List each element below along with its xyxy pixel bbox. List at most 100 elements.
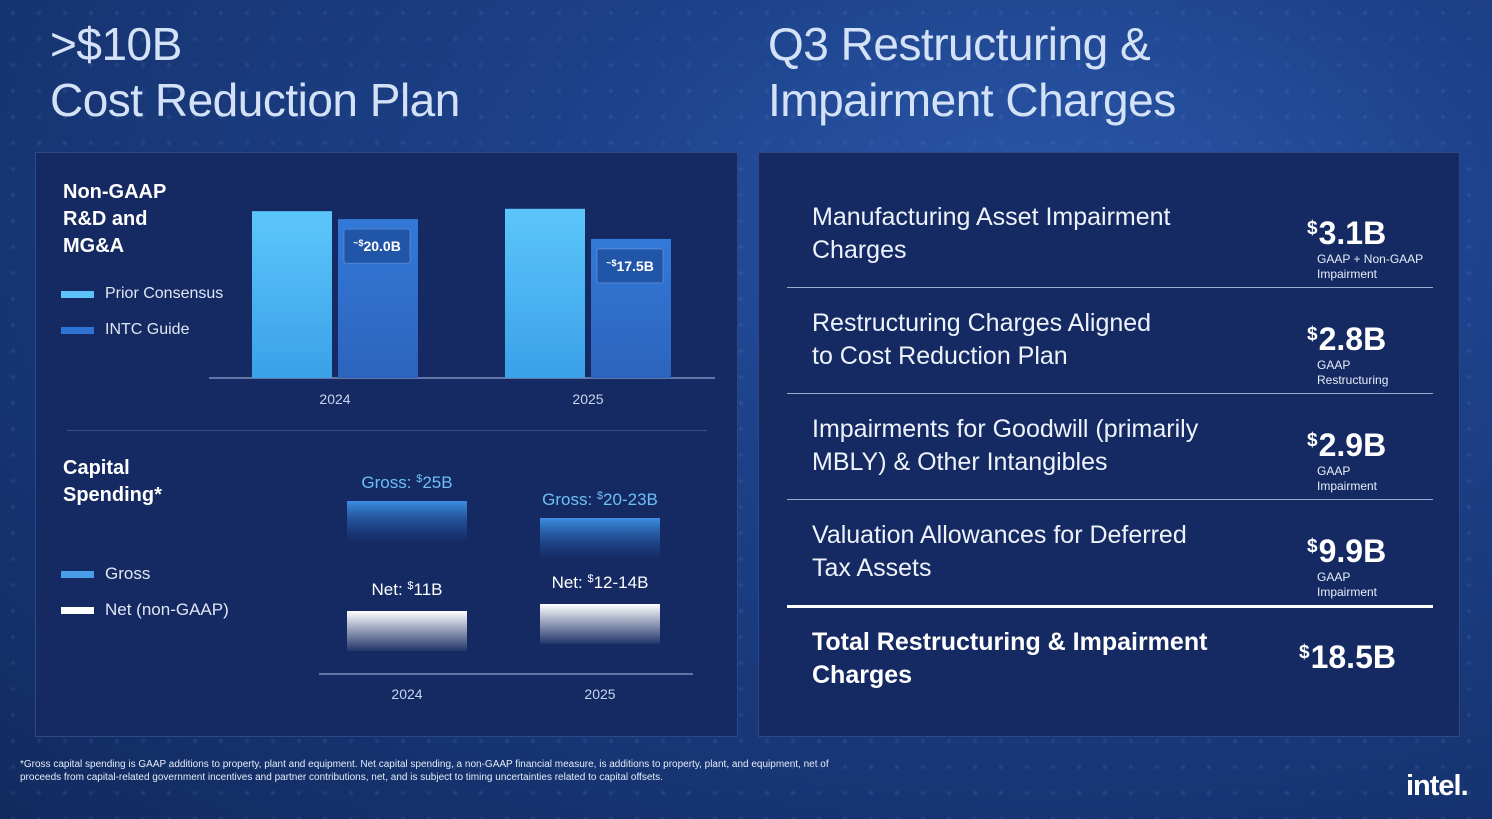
capex-gross-label: Gross: $20-23B — [542, 490, 658, 509]
total-label: Total Restructuring & Impairment Charges — [812, 626, 1207, 692]
legend-swatch — [61, 290, 94, 298]
charge-label-line: Manufacturing Asset Impairment — [812, 203, 1171, 231]
capex-gross-label: Gross: $25B — [361, 473, 452, 492]
currency-symbol: $ — [1307, 430, 1318, 451]
amount-value: 2.9B — [1318, 427, 1387, 463]
charge-label-line: Valuation Allowances for Deferred — [812, 521, 1187, 549]
left-title-line-2: Cost Reduction Plan — [50, 74, 460, 126]
currency-symbol: $ — [1307, 218, 1318, 239]
section-divider — [67, 430, 707, 431]
opex-data-label: ~$17.5B — [606, 258, 654, 274]
legend-label: Gross — [105, 564, 151, 583]
currency-symbol: $ — [1307, 324, 1318, 345]
legend-label: Net (non-GAAP) — [105, 600, 229, 619]
charge-amount: $3.1B — [1307, 215, 1386, 252]
capex-title-line: Spending* — [63, 484, 162, 506]
cost-reduction-panel: Non-GAAP R&D and MG&A Prior Consensus IN… — [35, 152, 738, 737]
amount-value: 3.1B — [1318, 215, 1387, 251]
charge-subtext-line: Restructuring — [1317, 373, 1389, 387]
left-title-line-1: >$10B — [50, 18, 182, 70]
charge-label-line: Charges — [812, 236, 907, 264]
charts-canvas: ~$20.0B 2024 ~$17.5B 2025 Gross: $25B Net: $… — [209, 208, 715, 702]
charge-row: Valuation Allowances for Deferred Tax Ass… — [787, 519, 1433, 625]
charge-label-line: Tax Assets — [812, 554, 932, 582]
charge-subtext: GAAP + Non-GAAP Impairment — [1317, 252, 1423, 282]
opex-data-label: ~$20.0B — [353, 238, 401, 254]
charge-subtext-line: Impairment — [1317, 267, 1378, 281]
charge-subtext-line: GAAP — [1317, 570, 1351, 584]
charge-subtext-line: GAAP — [1317, 358, 1351, 372]
total-label-line: Charges — [812, 661, 913, 689]
charges-panel: Manufacturing Asset Impairment Charges $3.… — [758, 152, 1460, 737]
legend-swatch — [61, 606, 94, 614]
opex-chart-title: Non-GAAP R&D and MG&A — [63, 179, 166, 260]
charge-amount: $2.8B — [1307, 321, 1386, 358]
charge-label: Valuation Allowances for Deferred Tax Ass… — [812, 519, 1187, 585]
opex-data-label-box — [343, 228, 411, 264]
amount-value: 2.8B — [1318, 321, 1387, 357]
capex-net-label: Net: $11B — [371, 580, 442, 599]
intel-logo: intel. — [1406, 770, 1469, 802]
charge-label: Restructuring Charges Aligned to Cost Red… — [812, 307, 1151, 373]
row-divider — [787, 499, 1433, 500]
charge-subtext: GAAP Restructuring — [1317, 358, 1388, 388]
charge-label: Manufacturing Asset Impairment Charges — [812, 201, 1171, 267]
right-title-line-1: Q3 Restructuring & — [768, 18, 1151, 70]
opex-title-line: Non-GAAP — [63, 181, 167, 203]
capex-chart-title: Capital Spending* — [63, 455, 162, 509]
capex-category-label: 2025 — [584, 686, 615, 702]
capex-chart-layer: Gross: $25B Net: $11B 2024 Gross: $20-23B Ne… — [319, 473, 693, 702]
amount-value: 9.9B — [1318, 533, 1387, 569]
capex-gross-bar — [540, 518, 660, 558]
capex-gross-bar — [347, 501, 467, 541]
opex-category-label: 2025 — [572, 391, 603, 407]
capex-title-line: Capital — [63, 457, 130, 479]
row-divider — [787, 393, 1433, 394]
opex-category-label: 2024 — [319, 391, 350, 407]
row-divider — [787, 287, 1433, 288]
charge-subtext-line: GAAP — [1317, 464, 1351, 478]
legend-intc-guide: INTC Guide — [61, 321, 189, 339]
right-title-line-2: Impairment Charges — [768, 74, 1176, 126]
opex-chart-layer: ~$20.0B 2024 ~$17.5B 2025 — [209, 208, 715, 407]
charge-label-line: MBLY) & Other Intangibles — [812, 448, 1108, 476]
left-section-title: >$10B Cost Reduction Plan — [50, 16, 460, 128]
opex-title-line: MG&A — [63, 235, 125, 257]
legend-swatch — [61, 570, 94, 578]
capex-net-bar — [540, 604, 660, 644]
charge-label-line: Restructuring Charges Aligned — [812, 309, 1152, 337]
total-amount: $18.5B — [1299, 639, 1396, 676]
row-divider — [787, 605, 1433, 608]
legend-net: Net (non-GAAP) — [61, 600, 229, 620]
charge-subtext-line: Impairment — [1317, 479, 1378, 493]
charge-subtext-line: GAAP + Non-GAAP — [1317, 252, 1424, 266]
opex-title-line: R&D and — [63, 208, 148, 230]
charge-row: Restructuring Charges Aligned to Cost Red… — [787, 307, 1433, 413]
total-label-line: Total Restructuring & Impairment — [812, 628, 1208, 656]
legend-swatch — [61, 326, 94, 334]
amount-value: 18.5B — [1310, 639, 1396, 675]
charge-row: Manufacturing Asset Impairment Charges $3.… — [787, 201, 1433, 307]
charge-subtext-line: Impairment — [1317, 585, 1378, 599]
capex-net-bar — [347, 611, 467, 651]
charge-subtext: GAAP Impairment — [1317, 570, 1377, 600]
legend-label: Prior Consensus — [105, 285, 224, 302]
charge-label: Impairments for Goodwill (primarily MBLY)… — [812, 413, 1198, 479]
legend-gross: Gross — [61, 564, 150, 584]
legend-prior-consensus: Prior Consensus — [61, 285, 223, 303]
right-section-title: Q3 Restructuring & Impairment Charges — [768, 16, 1176, 128]
charge-label-line: Impairments for Goodwill (primarily — [812, 415, 1199, 443]
capex-category-label: 2024 — [391, 686, 422, 702]
legend-label: INTC Guide — [105, 321, 190, 338]
currency-symbol: $ — [1299, 642, 1310, 663]
footnote: *Gross capital spending is GAAP addition… — [20, 759, 829, 783]
charge-row: Impairments for Goodwill (primarily MBLY)… — [787, 413, 1433, 519]
charge-label-line: to Cost Reduction Plan — [812, 342, 1068, 370]
opex-bar — [252, 211, 332, 378]
opex-data-label-box — [596, 248, 664, 284]
charge-amount: $2.9B — [1307, 427, 1386, 464]
total-row: Total Restructuring & Impairment Charges $… — [787, 626, 1433, 706]
opex-bar — [505, 208, 585, 378]
charge-amount: $9.9B — [1307, 533, 1386, 570]
charge-subtext: GAAP Impairment — [1317, 464, 1377, 494]
